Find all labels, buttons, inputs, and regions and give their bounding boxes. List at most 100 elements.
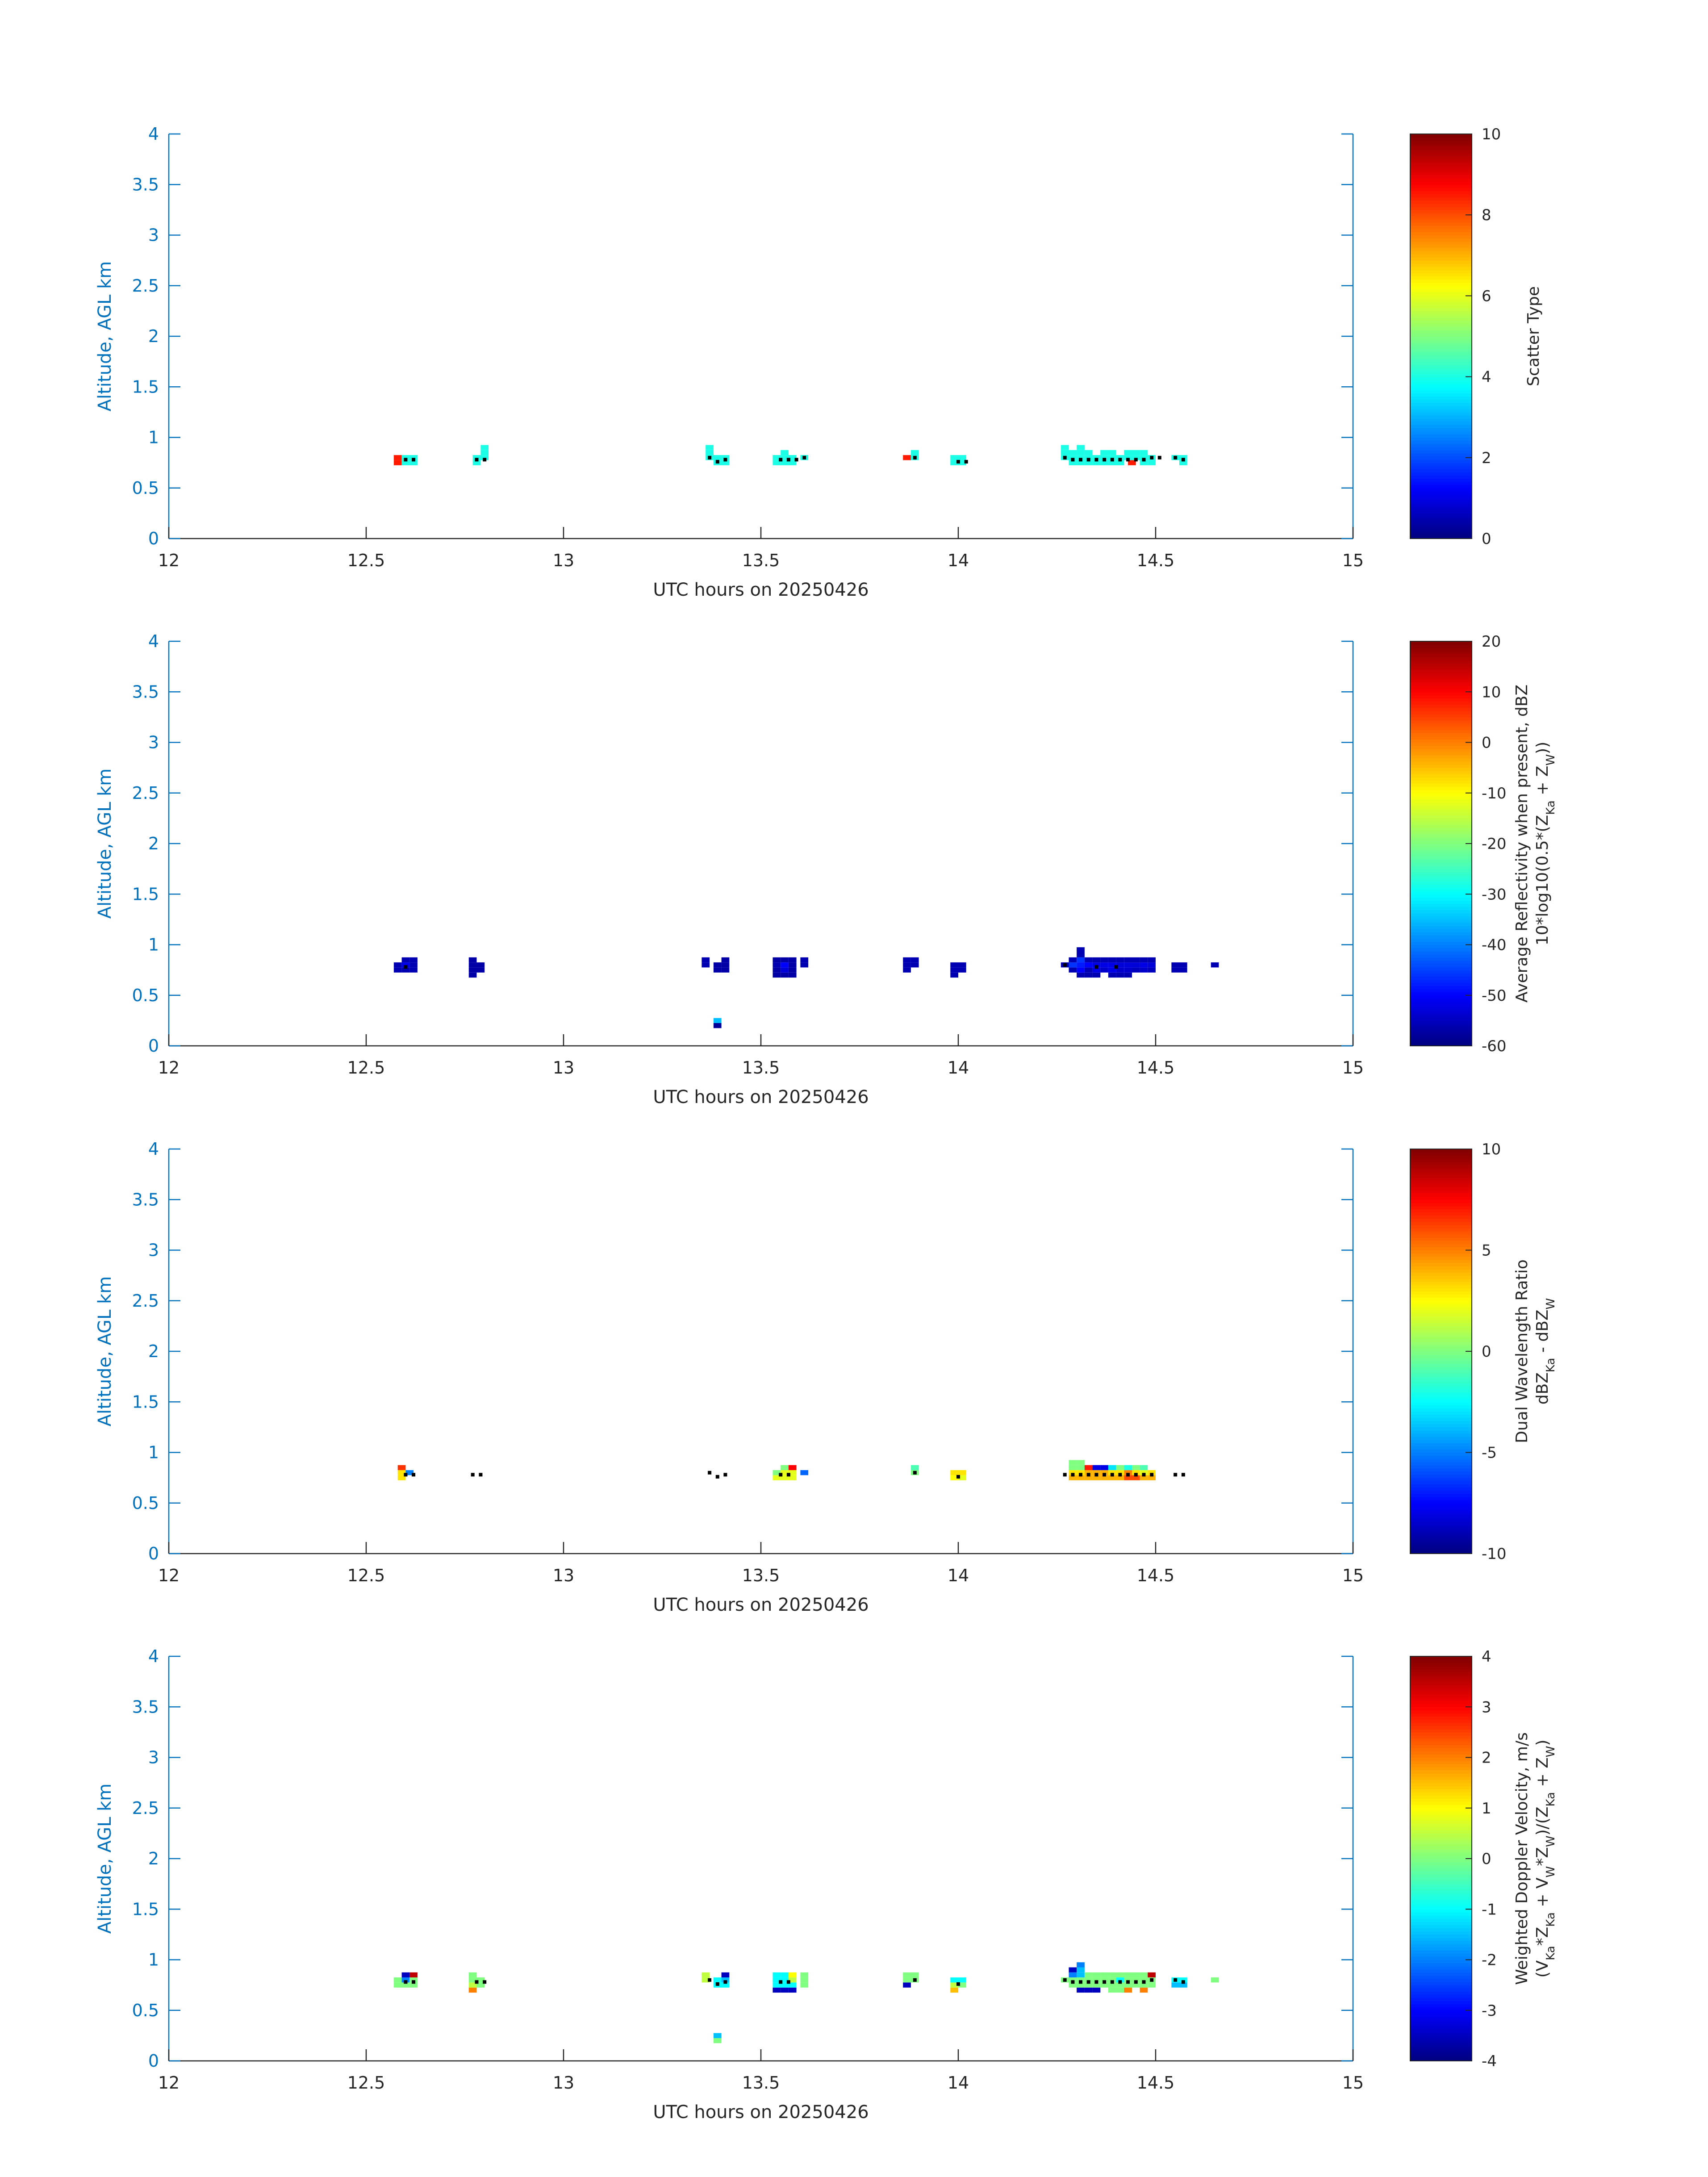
colorbar-segment	[1410, 320, 1472, 324]
colorbar-segment	[1410, 1481, 1472, 1484]
x-tick-label: 15	[1342, 551, 1364, 570]
data-cell	[950, 455, 958, 460]
data-cell	[702, 962, 710, 968]
colorbar-segment	[1410, 2016, 1472, 2020]
data-cell	[1061, 450, 1069, 455]
data-cell	[1140, 957, 1148, 963]
data-cell	[1132, 957, 1140, 963]
colorbar-segment	[1410, 1004, 1472, 1008]
colorbar-segment	[1410, 257, 1472, 261]
data-cell	[1116, 460, 1124, 465]
plot-area	[169, 1149, 1353, 1554]
colorbar-segment	[1410, 522, 1472, 526]
data-cell	[401, 957, 410, 963]
marker-point	[483, 1980, 487, 1984]
data-cell	[1179, 1977, 1187, 1983]
marker-point	[1114, 965, 1118, 969]
y-axis-label: Altitude, AGL km	[95, 769, 115, 919]
data-cell	[773, 1475, 781, 1480]
colorbar-segment	[1410, 437, 1472, 441]
colorbar-segment	[1410, 431, 1472, 435]
data-cell	[1077, 947, 1085, 953]
colorbar-label: dBZKa - dBZW	[1533, 1298, 1558, 1405]
marker-point	[1094, 1473, 1098, 1477]
data-cell	[788, 1987, 797, 1993]
data-cell	[1077, 962, 1085, 968]
data-cell	[1092, 455, 1101, 460]
y-tick-label: 2.5	[132, 783, 159, 803]
marker-point	[1126, 458, 1130, 462]
colorbar-segment	[1410, 1364, 1472, 1367]
colorbar-segment	[1410, 644, 1472, 648]
x-tick-label: 12	[158, 2073, 180, 2093]
data-cell	[950, 1475, 958, 1480]
colorbar-tick-label: -10	[1482, 1545, 1507, 1563]
colorbar-segment	[1410, 837, 1472, 841]
data-cell	[1084, 962, 1093, 968]
colorbar-segment	[1410, 1262, 1472, 1266]
x-tick-label: 14	[948, 1566, 969, 1585]
colorbar-segment	[1410, 1183, 1472, 1187]
marker-point	[786, 1980, 790, 1984]
data-cell	[800, 1972, 809, 1978]
colorbar-segment	[1410, 666, 1472, 670]
colorbar-segment	[1410, 685, 1472, 689]
colorbar-segment	[1410, 1468, 1472, 1472]
colorbar-segment	[1410, 494, 1472, 498]
data-cell	[393, 967, 402, 973]
colorbar-segment	[1410, 1152, 1472, 1156]
colorbar-segment	[1410, 1893, 1472, 1897]
marker-point	[1110, 1473, 1114, 1477]
data-cell	[1100, 1977, 1108, 1983]
colorbar-tick-label: -1	[1482, 1901, 1497, 1918]
colorbar-segment	[1410, 387, 1472, 390]
colorbar-segment	[1410, 232, 1472, 236]
colorbar-segment	[1410, 727, 1472, 730]
colorbar-segment	[1410, 1329, 1472, 1333]
colorbar-segment	[1410, 2010, 1472, 2014]
data-cell	[721, 957, 730, 963]
colorbar-tick-label: -4	[1482, 2052, 1497, 2070]
data-cell	[1092, 957, 1101, 963]
colorbar-segment	[1410, 982, 1472, 986]
colorbar-segment	[1410, 1237, 1472, 1241]
data-cell	[468, 967, 477, 973]
colorbar-tick-label: 0	[1482, 734, 1491, 752]
colorbar-segment	[1410, 1180, 1472, 1184]
data-cell	[1116, 1977, 1124, 1983]
colorbar-segment	[1410, 1801, 1472, 1805]
data-cell	[773, 1977, 781, 1983]
colorbar-label: (VKa*ZKa + VW*ZW)/(ZKa + ZW)	[1533, 1739, 1558, 1977]
colorbar-segment	[1410, 938, 1472, 942]
data-cell	[1084, 1977, 1093, 1983]
y-tick-label: 3.5	[132, 1190, 159, 1209]
colorbar-segment	[1410, 197, 1472, 201]
data-cell	[950, 967, 958, 973]
data-cell	[1132, 1977, 1140, 1983]
y-axis-label: Altitude, AGL km	[95, 261, 115, 412]
colorbar-segment	[1410, 922, 1472, 926]
colorbar-segment	[1410, 1678, 1472, 1682]
colorbar-segment	[1410, 510, 1472, 514]
colorbar-segment	[1410, 932, 1472, 936]
colorbar-segment	[1410, 1922, 1472, 1926]
marker-point	[1142, 458, 1146, 462]
colorbar-segment	[1410, 1966, 1472, 1970]
data-cell	[401, 1972, 410, 1978]
x-tick-label: 12.5	[347, 1058, 385, 1078]
colorbar-tick-label: -2	[1482, 1951, 1497, 1969]
colorbar-segment	[1410, 1877, 1472, 1881]
colorbar-segment	[1410, 355, 1472, 359]
colorbar-segment	[1410, 979, 1472, 983]
data-cell	[1100, 455, 1108, 460]
y-tick-label: 3.5	[132, 175, 159, 194]
colorbar-segment	[1410, 894, 1472, 898]
colorbar-segment	[1410, 995, 1472, 999]
marker-point	[1079, 458, 1082, 462]
colorbar-segment	[1410, 2019, 1472, 2023]
colorbar-segment	[1410, 736, 1472, 740]
colorbar-segment	[1410, 1950, 1472, 1954]
colorbar-segment	[1410, 875, 1472, 879]
colorbar-segment	[1410, 733, 1472, 736]
x-tick-label: 14.5	[1137, 551, 1175, 570]
